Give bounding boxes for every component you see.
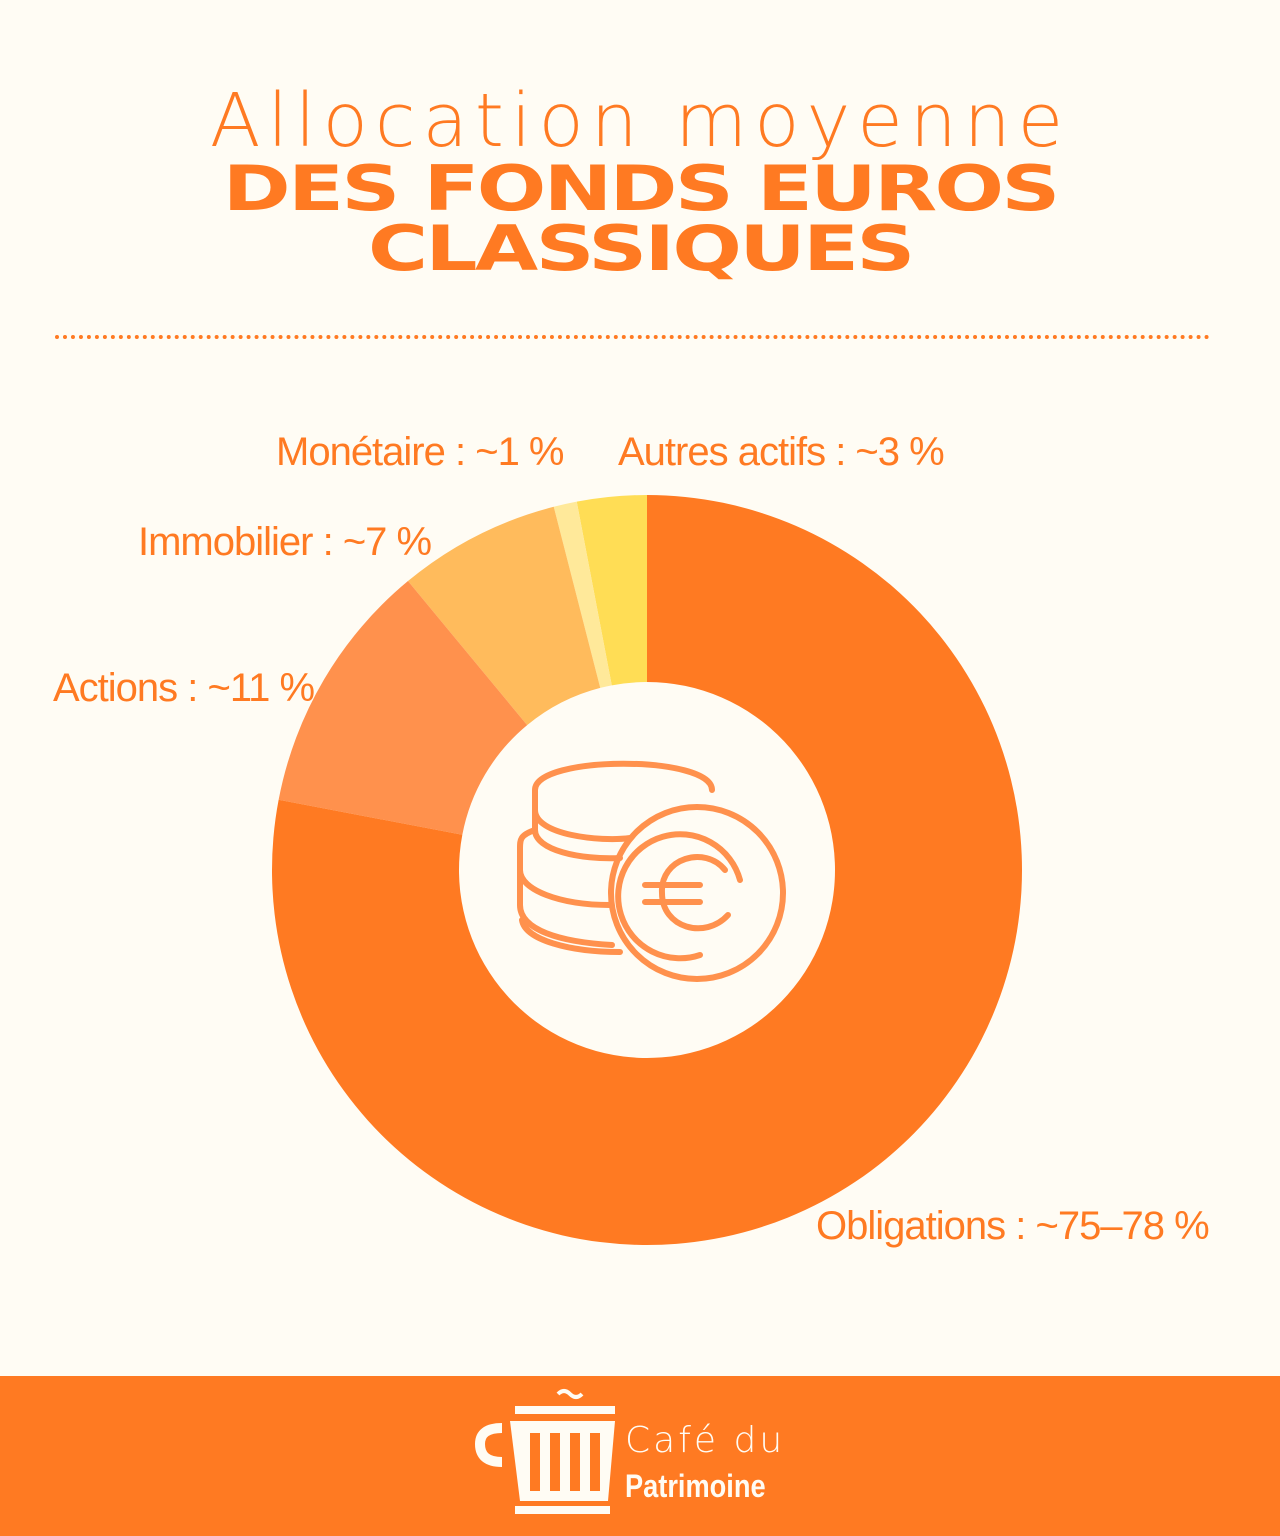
- chart-subtitle-line1: DES FONDS EUROS: [222, 152, 1061, 225]
- chart-title: Allocation moyenne: [209, 78, 1071, 164]
- footer: Café du Patrimoine: [0, 1376, 1280, 1536]
- euro-coins-icon: [517, 760, 786, 982]
- coffee-cup-icon: [474, 1389, 615, 1514]
- brand-name-line2: Patrimoine: [625, 1468, 766, 1504]
- slice-monetaire: [553, 501, 612, 688]
- label-immobilier: Immobilier : ~7 %: [138, 520, 432, 564]
- label-obligations: Obligations : ~75–78 %: [816, 1204, 1210, 1248]
- donut-chart: [272, 495, 1022, 1245]
- slice-actions: [278, 581, 528, 835]
- label-monetaire: Monétaire : ~1 %: [276, 430, 564, 474]
- slice-autres-actifs: [576, 495, 647, 686]
- label-autres-actifs: Autres actifs : ~3 %: [618, 430, 945, 474]
- chart-subtitle-line2: CLASSIQUES: [367, 212, 915, 285]
- slice-obligations: [272, 495, 1022, 1245]
- slice-immobilier: [407, 506, 601, 726]
- label-actions: Actions : ~11 %: [53, 666, 315, 710]
- dotted-divider: [55, 335, 1210, 339]
- brand-name-line1: Café du: [625, 1420, 786, 1461]
